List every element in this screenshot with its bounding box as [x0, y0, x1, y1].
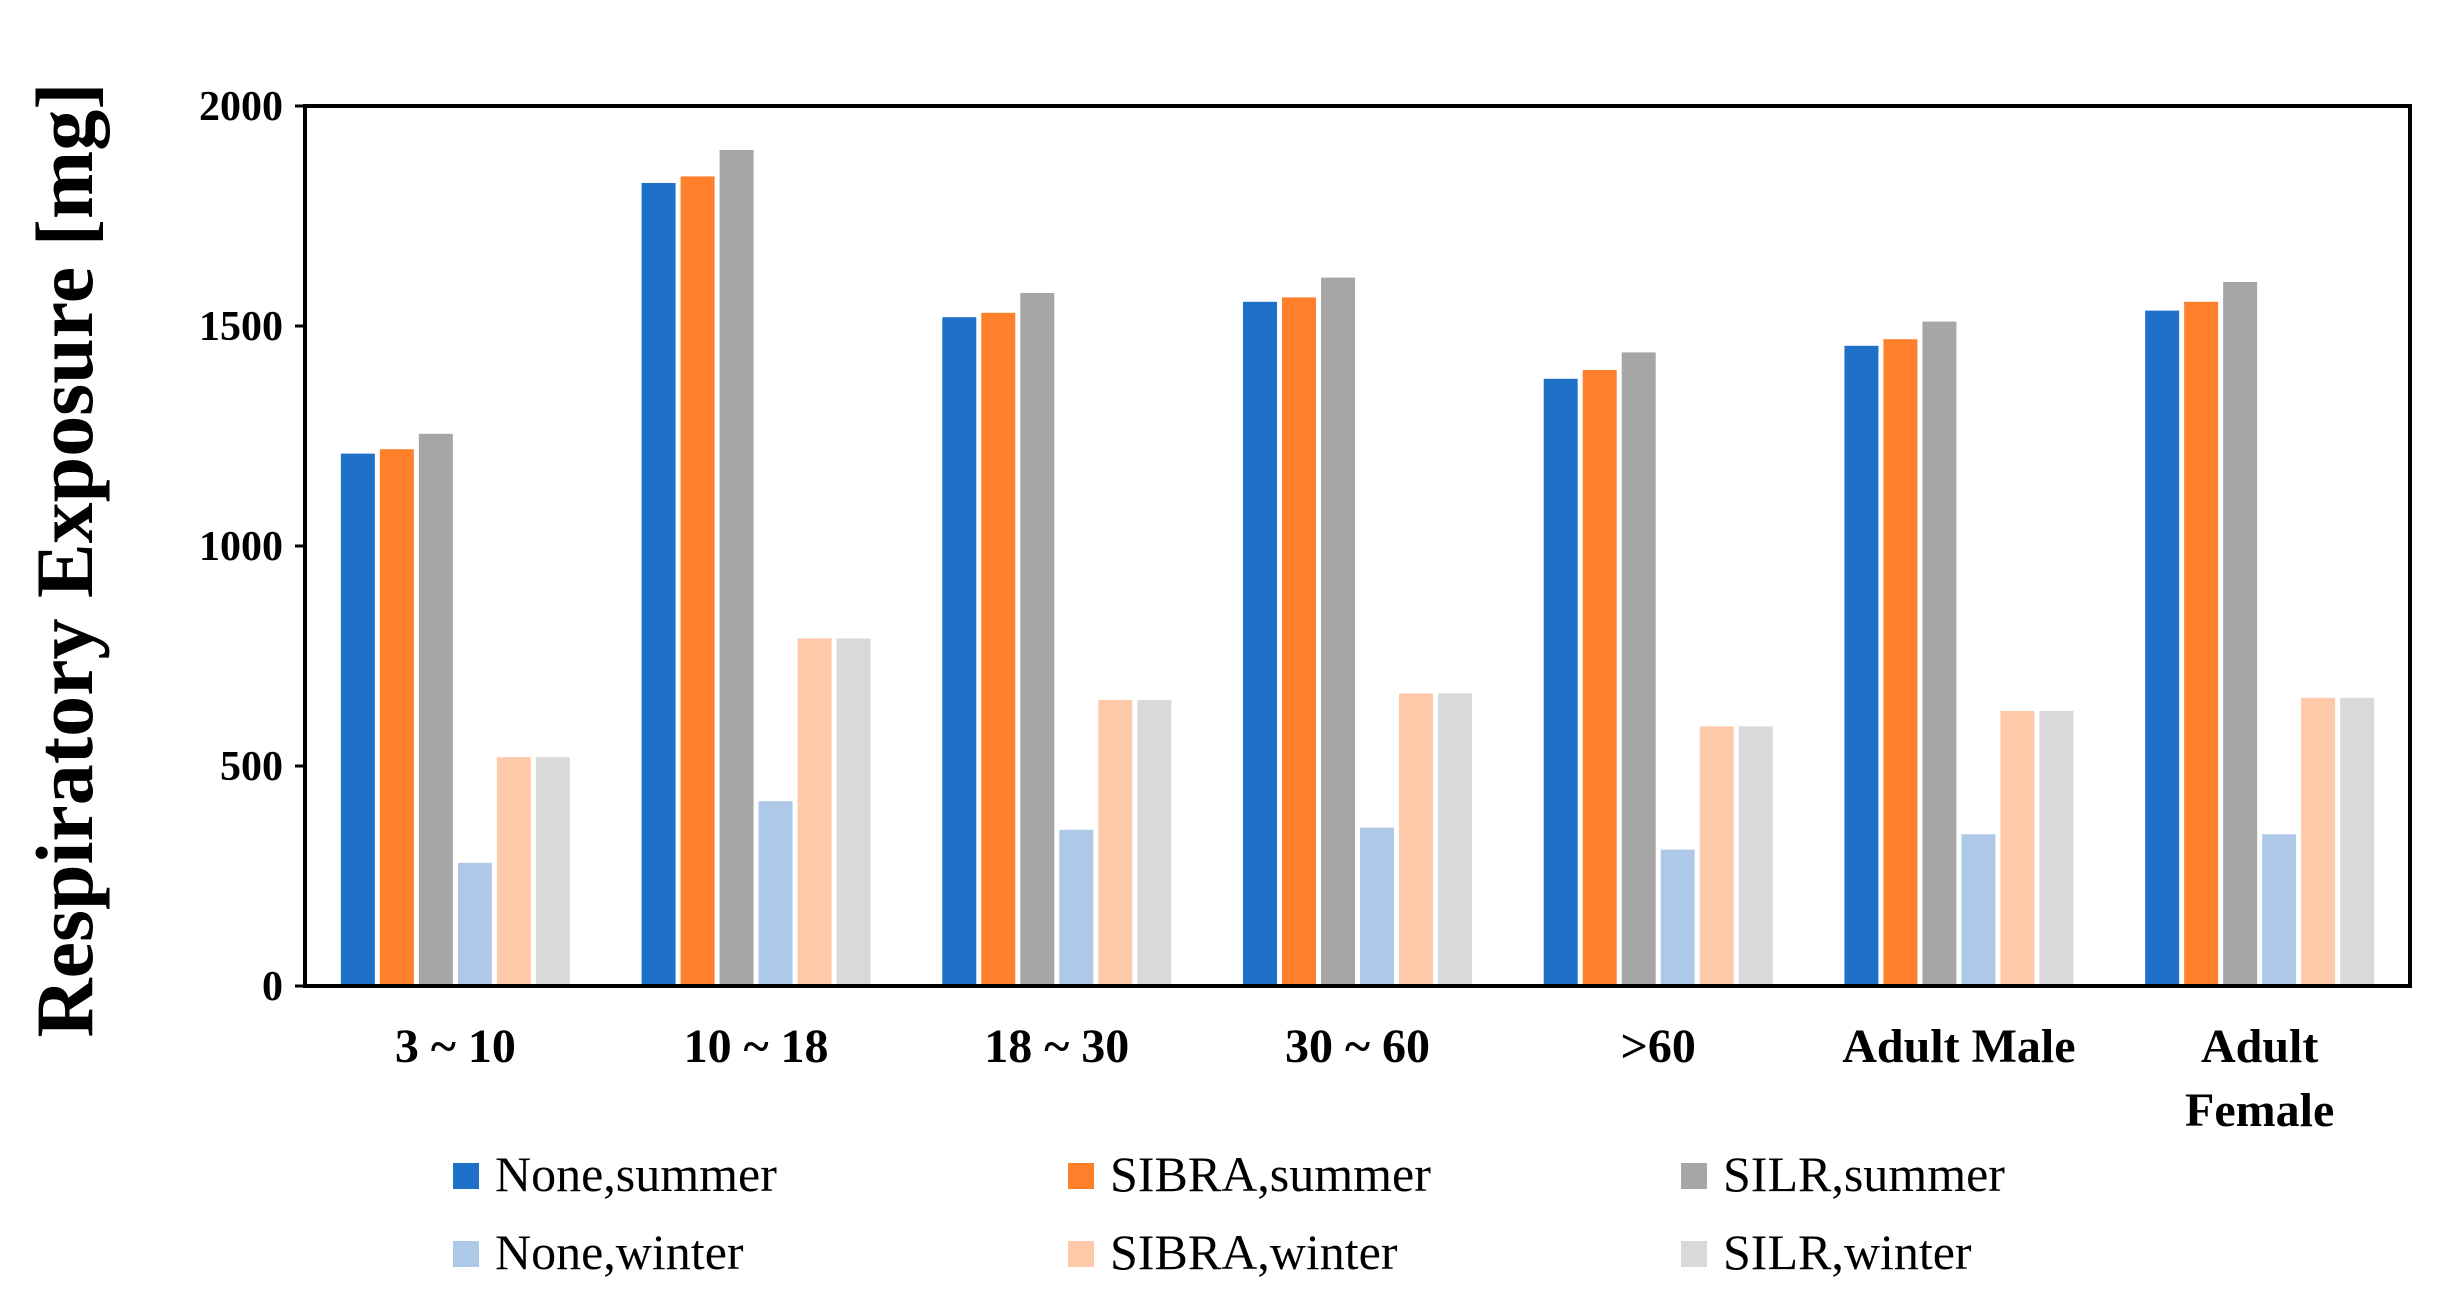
bar-silr-winter-0	[535, 757, 570, 986]
y-tick-label: 1000	[199, 524, 283, 570]
bar-sibra-winter-2	[1098, 700, 1133, 986]
bar-silr-winter-2	[1137, 700, 1172, 986]
bar-none-summer-4	[1543, 378, 1578, 986]
bar-sibra-winter-0	[496, 757, 531, 986]
plot-frame	[303, 104, 2412, 988]
legend-swatch	[1068, 1163, 1094, 1189]
bar-none-summer-0	[340, 453, 375, 987]
x-category-label: Female	[2185, 1084, 2334, 1137]
bar-sibra-summer-5	[1883, 339, 1918, 986]
bar-silr-summer-4	[1621, 352, 1656, 986]
legend-swatch	[1681, 1163, 1707, 1189]
bar-sibra-summer-0	[379, 449, 414, 986]
bar-silr-summer-1	[719, 150, 754, 986]
y-axis-title: Respiratory Exposure [mg]	[19, 82, 110, 1037]
x-category-label: 30 ~ 60	[1285, 1020, 1430, 1073]
bar-none-winter-5	[1961, 834, 1996, 986]
legend: None,summer SIBRA,summer SILR,summer None,w…	[453, 1146, 2005, 1280]
bar-silr-summer-3	[1321, 277, 1355, 987]
legend-label: None,winter	[495, 1224, 744, 1280]
bar-silr-summer-5	[1922, 321, 1957, 987]
bar-none-winter-1	[758, 801, 793, 986]
legend-swatch	[1068, 1241, 1094, 1267]
bar-silr-winter-3	[1438, 693, 1472, 986]
legend-label: SIBRA,winter	[1110, 1224, 1398, 1280]
x-category-label: >60	[1621, 1020, 1696, 1073]
legend-label: SILR,winter	[1723, 1224, 1972, 1280]
bar-none-winter-4	[1660, 849, 1695, 986]
bar-none-summer-6	[2145, 310, 2180, 987]
x-category-label: Adult Male	[1842, 1020, 2075, 1073]
bar-sibra-summer-3	[1282, 297, 1316, 986]
bar-sibra-winter-3	[1399, 693, 1433, 986]
bar-sibra-summer-6	[2184, 301, 2219, 986]
bar-sibra-winter-4	[1699, 726, 1734, 986]
legend-swatch	[453, 1241, 479, 1267]
y-axis-ticks: 0 500 1000 1500 2000	[199, 84, 305, 1010]
bar-sibra-summer-1	[680, 176, 715, 986]
x-axis-categories: 3 ~ 10 10 ~ 18 18 ~ 30 30 ~ 60 >60 Adult Male…	[395, 1020, 2334, 1137]
bar-none-winter-6	[2262, 834, 2297, 986]
bar-none-summer-1	[641, 183, 676, 986]
legend-label: SIBRA,summer	[1110, 1146, 1431, 1202]
y-tick-label: 2000	[199, 84, 283, 130]
bar-none-summer-5	[1844, 345, 1879, 986]
x-category-label: 18 ~ 30	[984, 1020, 1129, 1073]
bar-silr-winter-4	[1738, 726, 1773, 986]
bar-sibra-winter-5	[2000, 711, 2035, 986]
bar-sibra-winter-6	[2301, 697, 2336, 986]
legend-label: SILR,summer	[1723, 1146, 2005, 1202]
bar-silr-winter-6	[2340, 697, 2375, 986]
bar-none-winter-2	[1059, 829, 1094, 986]
y-tick-label: 1500	[199, 304, 283, 350]
bar-silr-summer-2	[1020, 293, 1055, 986]
bar-silr-summer-6	[2223, 282, 2258, 986]
bar-none-summer-3	[1243, 301, 1277, 986]
bar-none-summer-2	[942, 317, 977, 986]
legend-swatch	[1681, 1241, 1707, 1267]
legend-swatch	[453, 1163, 479, 1189]
bar-none-winter-0	[457, 862, 492, 986]
x-category-label: 10 ~ 18	[684, 1020, 829, 1073]
bar-sibra-summer-4	[1582, 370, 1617, 986]
bar-silr-winter-1	[836, 638, 871, 986]
bar-none-winter-3	[1360, 827, 1394, 986]
bars-layer	[340, 150, 2375, 987]
x-category-label: Adult	[2201, 1020, 2318, 1073]
y-tick-label: 0	[262, 964, 283, 1010]
legend-label: None,summer	[495, 1146, 777, 1202]
bar-sibra-winter-1	[797, 638, 832, 986]
y-tick-label: 500	[220, 744, 283, 790]
x-category-label: 3 ~ 10	[395, 1020, 516, 1073]
bar-silr-winter-5	[2039, 711, 2074, 986]
bar-sibra-summer-2	[981, 312, 1016, 986]
bar-silr-summer-0	[418, 433, 453, 986]
